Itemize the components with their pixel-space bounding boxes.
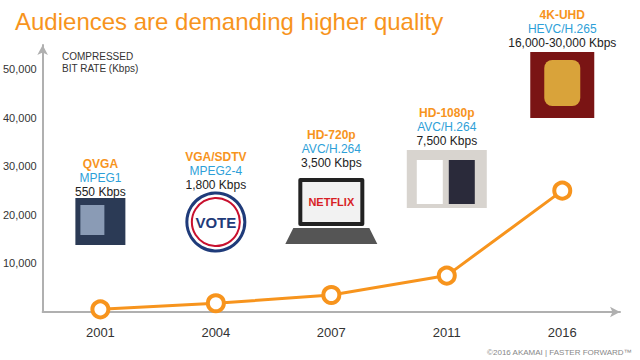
svg-text:50,000: 50,000 xyxy=(3,63,37,75)
svg-text:2007: 2007 xyxy=(317,325,346,340)
svg-text:HD-1080p: HD-1080p xyxy=(419,106,474,120)
svg-text:HD-720p: HD-720p xyxy=(307,128,356,142)
svg-text:2004: 2004 xyxy=(201,325,230,340)
svg-text:©2016 AKAMAI | FASTER FORWARD™: ©2016 AKAMAI | FASTER FORWARD™ xyxy=(487,348,631,357)
svg-text:BIT RATE (Kbps): BIT RATE (Kbps) xyxy=(62,63,138,74)
svg-text:1,800 Kbps: 1,800 Kbps xyxy=(185,178,246,192)
svg-text:20,000: 20,000 xyxy=(3,209,37,221)
svg-text:550 Kbps: 550 Kbps xyxy=(75,185,126,199)
svg-text:COMPRESSED: COMPRESSED xyxy=(62,51,136,62)
svg-text:7,500 Kbps: 7,500 Kbps xyxy=(416,134,477,148)
svg-text:16,000-30,000 Kbps: 16,000-30,000 Kbps xyxy=(508,36,616,50)
svg-text:AVC/H.264: AVC/H.264 xyxy=(417,120,476,134)
svg-text:2011: 2011 xyxy=(433,325,461,340)
svg-text:10,000: 10,000 xyxy=(3,257,37,269)
svg-text:QVGA: QVGA xyxy=(83,157,119,171)
svg-text:MPEG2-4: MPEG2-4 xyxy=(190,164,243,178)
svg-text:40,000: 40,000 xyxy=(3,112,37,124)
svg-text:NETFLIX: NETFLIX xyxy=(308,196,354,208)
svg-text:Audiences are demanding higher: Audiences are demanding higher quality xyxy=(15,8,443,35)
svg-text:AVC/H.264: AVC/H.264 xyxy=(302,142,361,156)
svg-text:VGA/SDTV: VGA/SDTV xyxy=(185,150,246,164)
svg-text:HEVC/H.265: HEVC/H.265 xyxy=(528,22,597,36)
svg-text:2016: 2016 xyxy=(548,325,577,340)
svg-text:VOTE: VOTE xyxy=(195,214,236,231)
svg-text:MPEG1: MPEG1 xyxy=(79,171,121,185)
svg-text:2001: 2001 xyxy=(86,325,115,340)
svg-text:3,500 Kbps: 3,500 Kbps xyxy=(301,156,362,170)
svg-text:30,000: 30,000 xyxy=(3,160,37,172)
svg-text:4K-UHD: 4K-UHD xyxy=(540,8,586,22)
